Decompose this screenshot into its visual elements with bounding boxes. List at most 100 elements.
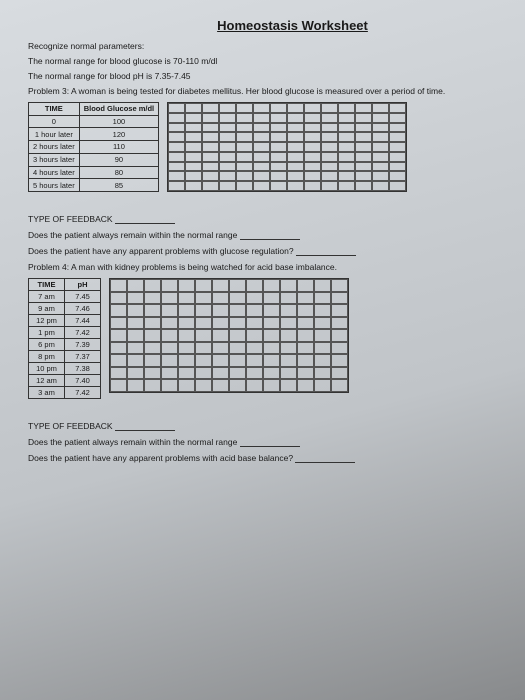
grid-cell xyxy=(212,379,229,392)
table-cell: 5 hours later xyxy=(29,179,80,192)
grid-cell xyxy=(185,132,202,142)
grid-cell xyxy=(389,113,406,123)
grid-cell xyxy=(168,113,185,123)
grid-cell xyxy=(110,304,127,317)
grid-cell xyxy=(321,162,338,172)
grid-cell xyxy=(321,103,338,113)
answer-blank[interactable] xyxy=(115,216,175,224)
answer-blank[interactable] xyxy=(240,232,300,240)
grid-cell xyxy=(195,304,212,317)
grid-cell xyxy=(127,379,144,392)
grid-cell xyxy=(331,342,348,355)
grid-cell xyxy=(110,354,127,367)
grid-cell xyxy=(195,317,212,330)
grid-cell xyxy=(263,317,280,330)
problem-4-section: TIME pH 7 am7.45 9 am7.46 12 pm7.44 1 pm… xyxy=(28,278,497,399)
grid-cell xyxy=(263,279,280,292)
grid-cell xyxy=(127,329,144,342)
grid-cell xyxy=(219,113,236,123)
grid-cell xyxy=(161,354,178,367)
grid-cell xyxy=(161,292,178,305)
grid-cell xyxy=(355,142,372,152)
problem-4-text: Problem 4: A man with kidney problems is… xyxy=(28,262,497,272)
grid-cell xyxy=(185,171,202,181)
grid-cell xyxy=(372,132,389,142)
grid-cell xyxy=(229,379,246,392)
grid-cell xyxy=(219,181,236,191)
grid-cell xyxy=(270,181,287,191)
grid-cell xyxy=(195,292,212,305)
answer-blank[interactable] xyxy=(296,248,356,256)
grid-cell xyxy=(287,113,304,123)
intro-line-3: The normal range for blood pH is 7.35-7.… xyxy=(28,71,497,81)
grid-cell xyxy=(253,171,270,181)
ph-table: TIME pH 7 am7.45 9 am7.46 12 pm7.44 1 pm… xyxy=(28,278,101,399)
grid-cell xyxy=(270,103,287,113)
answer-blank[interactable] xyxy=(295,455,355,463)
table-cell: 7 am xyxy=(29,291,65,303)
grid-cell xyxy=(280,329,297,342)
answer-blank[interactable] xyxy=(240,439,300,447)
grid-cell xyxy=(331,304,348,317)
answer-blank[interactable] xyxy=(115,423,175,431)
grid-cell xyxy=(389,162,406,172)
grid-cell xyxy=(202,123,219,133)
grid-cell xyxy=(389,123,406,133)
grid-cell xyxy=(185,113,202,123)
balance-question: Does the patient have any apparent probl… xyxy=(28,453,497,463)
grid-cell xyxy=(304,162,321,172)
grid-cell xyxy=(246,367,263,380)
grid-cell xyxy=(314,304,331,317)
grid-cell xyxy=(314,379,331,392)
grid-cell xyxy=(338,142,355,152)
grid-cell xyxy=(229,329,246,342)
table-cell: 4 hours later xyxy=(29,166,80,179)
grid-cell xyxy=(297,342,314,355)
grid-cell xyxy=(314,367,331,380)
table-cell: 12 pm xyxy=(29,315,65,327)
grid-cell xyxy=(280,342,297,355)
grid-cell xyxy=(372,113,389,123)
grid-cell xyxy=(304,142,321,152)
grid-cell xyxy=(168,152,185,162)
table-cell: 6 pm xyxy=(29,339,65,351)
grid-cell xyxy=(263,329,280,342)
grid-cell xyxy=(144,279,161,292)
grid-cell xyxy=(297,354,314,367)
grid-cell xyxy=(185,152,202,162)
grid-cell xyxy=(168,132,185,142)
grid-cell xyxy=(178,279,195,292)
table-cell: 7.40 xyxy=(65,375,101,387)
table-cell: 3 hours later xyxy=(29,153,80,166)
grid-cell xyxy=(110,342,127,355)
grid-cell xyxy=(280,279,297,292)
grid-cell xyxy=(161,379,178,392)
grid-cell xyxy=(127,317,144,330)
grid-cell xyxy=(253,113,270,123)
grid-cell xyxy=(144,292,161,305)
grid-cell xyxy=(161,342,178,355)
grid-cell xyxy=(297,329,314,342)
grid-cell xyxy=(304,132,321,142)
feedback-type-question-2: TYPE OF FEEDBACK xyxy=(28,421,497,431)
table-cell: 0 xyxy=(29,115,80,128)
grid-cell xyxy=(178,342,195,355)
grid-cell xyxy=(195,367,212,380)
grid-cell xyxy=(263,342,280,355)
table-cell: 8 pm xyxy=(29,351,65,363)
grid-cell xyxy=(144,317,161,330)
grid-cell xyxy=(161,304,178,317)
grid-cell xyxy=(229,367,246,380)
grid-cell xyxy=(178,304,195,317)
grid-cell xyxy=(263,379,280,392)
grid-cell xyxy=(253,142,270,152)
grid-cell xyxy=(338,152,355,162)
feedback-type-question: TYPE OF FEEDBACK xyxy=(28,214,497,224)
grid-cell xyxy=(270,152,287,162)
grid-cell xyxy=(246,292,263,305)
grid-cell xyxy=(253,103,270,113)
grid-cell xyxy=(178,367,195,380)
grid-cell xyxy=(280,292,297,305)
table-header: pH xyxy=(65,279,101,291)
grid-cell xyxy=(219,142,236,152)
